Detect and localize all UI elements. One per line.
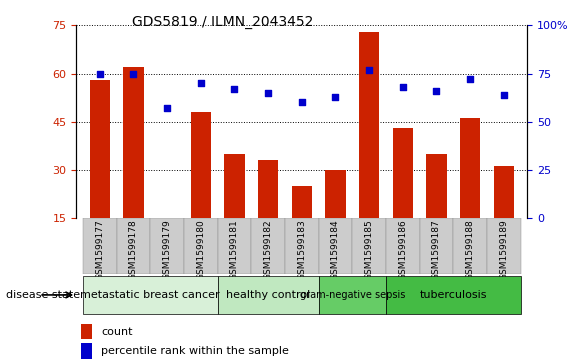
Bar	[487, 218, 521, 274]
Point	[364, 67, 374, 73]
Bar	[393, 128, 413, 218]
Bar	[460, 118, 481, 218]
Bar	[386, 218, 420, 274]
Text: GSM1599180: GSM1599180	[196, 219, 205, 280]
Text: GSM1599189: GSM1599189	[499, 219, 508, 280]
Bar	[150, 218, 184, 274]
Bar	[386, 276, 521, 314]
Text: GSM1599185: GSM1599185	[364, 219, 374, 280]
Text: percentile rank within the sample: percentile rank within the sample	[101, 346, 289, 356]
Text: healthy control: healthy control	[226, 290, 310, 300]
Bar	[184, 218, 217, 274]
Bar	[258, 160, 278, 218]
Bar	[90, 80, 110, 218]
Text: GSM1599181: GSM1599181	[230, 219, 239, 280]
Bar	[81, 324, 92, 339]
Text: tuberculosis: tuberculosis	[420, 290, 487, 300]
Bar	[81, 343, 92, 359]
Bar	[292, 186, 312, 218]
Bar	[117, 218, 150, 274]
Bar	[190, 112, 211, 218]
Bar	[427, 154, 447, 218]
Bar	[454, 218, 487, 274]
Bar	[123, 67, 144, 218]
Point	[95, 70, 104, 76]
Point	[465, 76, 475, 82]
Bar	[420, 218, 454, 274]
Point	[398, 84, 407, 90]
Point	[264, 90, 273, 95]
Text: GSM1599184: GSM1599184	[331, 219, 340, 280]
Text: GSM1599179: GSM1599179	[162, 219, 172, 280]
Bar	[319, 276, 386, 314]
Text: count: count	[101, 327, 132, 337]
Point	[196, 80, 206, 86]
Bar	[83, 218, 117, 274]
Bar	[251, 218, 285, 274]
Text: GSM1599177: GSM1599177	[96, 219, 104, 280]
Text: GSM1599178: GSM1599178	[129, 219, 138, 280]
Text: disease state: disease state	[6, 290, 80, 300]
Bar	[325, 170, 346, 218]
Bar	[319, 218, 352, 274]
Text: gram-negative sepsis: gram-negative sepsis	[299, 290, 405, 300]
Point	[499, 92, 509, 98]
Point	[432, 88, 441, 94]
Bar	[359, 32, 379, 218]
Text: GSM1599182: GSM1599182	[264, 219, 272, 280]
Point	[162, 105, 172, 111]
Text: GSM1599187: GSM1599187	[432, 219, 441, 280]
Point	[230, 86, 239, 92]
Bar	[494, 167, 514, 218]
Text: GSM1599188: GSM1599188	[466, 219, 475, 280]
Bar	[217, 218, 251, 274]
Point	[297, 99, 306, 105]
Bar	[217, 276, 319, 314]
Text: GSM1599186: GSM1599186	[398, 219, 407, 280]
Point	[129, 70, 138, 76]
Bar	[352, 218, 386, 274]
Bar	[224, 154, 244, 218]
Bar	[285, 218, 319, 274]
Point	[331, 94, 340, 99]
Text: GDS5819 / ILMN_2043452: GDS5819 / ILMN_2043452	[132, 15, 314, 29]
Bar	[83, 276, 217, 314]
Text: GSM1599183: GSM1599183	[297, 219, 306, 280]
Text: metastatic breast cancer: metastatic breast cancer	[80, 290, 220, 300]
